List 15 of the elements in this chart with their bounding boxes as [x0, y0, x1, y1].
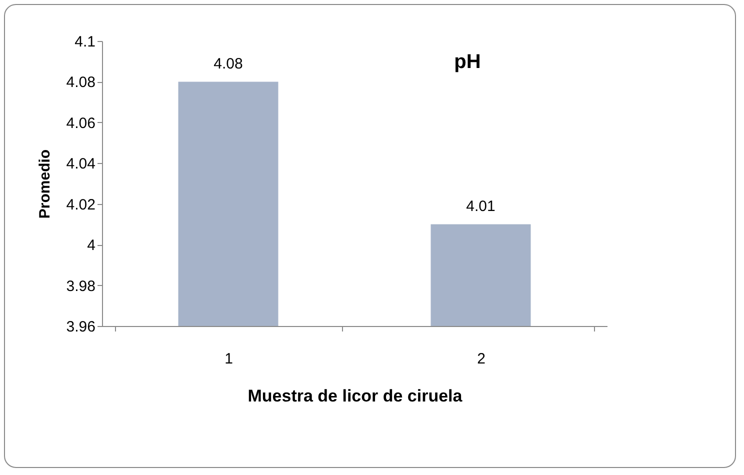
y-tick-label: 3.96	[66, 318, 96, 336]
y-tick-label: 4.02	[66, 196, 96, 214]
x-axis-title: Muestra de licor de ciruela	[248, 386, 463, 406]
y-tick-label: 4	[87, 237, 96, 254]
x-tick-label: 2	[477, 350, 486, 368]
y-axis-title: Promedio	[36, 149, 54, 219]
y-tick-label: 4.06	[66, 114, 96, 132]
data-label: 4.08	[214, 56, 243, 73]
text: pH	[454, 51, 481, 73]
x-tick-label: 1	[224, 350, 233, 368]
data-label: 4.01	[466, 198, 496, 216]
y-tick-label: 3.98	[66, 278, 96, 295]
y-tick-label: 4.08	[66, 74, 96, 92]
y-tick-label: 4.1	[74, 34, 96, 50]
y-tick-label: 4.04	[66, 156, 96, 173]
